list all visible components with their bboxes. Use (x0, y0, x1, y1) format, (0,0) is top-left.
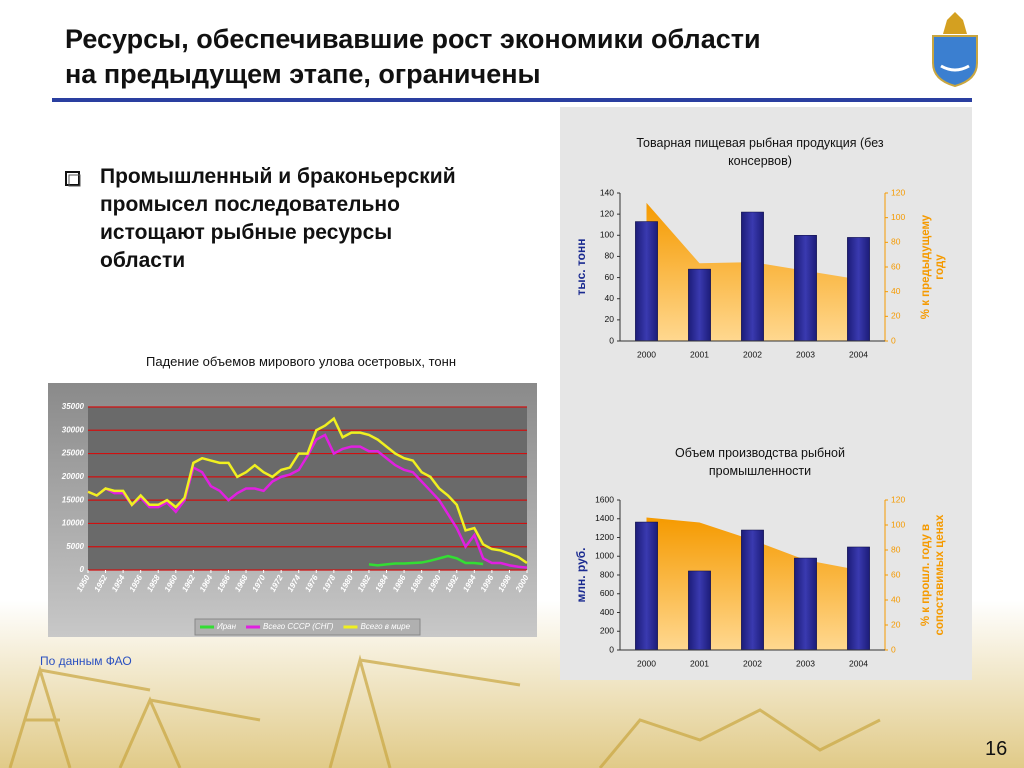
y2-tick-label: 20 (891, 311, 901, 321)
y-tick-label: 600 (600, 588, 614, 598)
y-tick-label: 100 (600, 230, 614, 240)
y-tick-label: 5000 (66, 542, 84, 551)
y-tick-label: 0 (609, 644, 614, 654)
y-tick-label: 0 (609, 335, 614, 345)
y-tick-label: 200 (600, 626, 614, 636)
bullet-icon (65, 171, 81, 187)
y2-tick-label: 60 (891, 569, 901, 579)
y-tick-label: 35000 (62, 402, 85, 411)
bar (688, 570, 711, 651)
source-note: По данным ФАО (40, 654, 132, 668)
x-tick-label: 2004 (849, 349, 868, 359)
y-tick-label: 1600 (595, 494, 614, 504)
x-tick-label: 2001 (690, 349, 709, 359)
y2-tick-label: 80 (891, 544, 901, 554)
y2-axis-title: году (934, 254, 946, 280)
y-tick-label: 800 (600, 569, 614, 579)
y2-tick-label: 60 (891, 261, 901, 271)
title: Ресурсы, обеспечивавшие рост экономики о… (65, 22, 761, 92)
bar (794, 557, 817, 651)
x-tick-label: 2003 (796, 349, 815, 359)
bar (635, 221, 658, 342)
y-tick-label: 40 (605, 293, 615, 303)
line-series (87, 433, 528, 569)
y-tick-label: 400 (600, 607, 614, 617)
y-axis-title: тыс. тонн (574, 238, 588, 295)
title-line: на предыдущем этапе, ограничены (65, 59, 541, 89)
y-tick-label: 80 (605, 251, 615, 261)
y2-tick-label: 0 (891, 644, 896, 654)
plot-area (88, 407, 527, 570)
title-line: Ресурсы, обеспечивавшие рост экономики о… (65, 24, 761, 54)
chart-title: Товарная пищевая рыбная продукция (без к… (636, 136, 884, 168)
x-tick-label: 2003 (796, 658, 815, 668)
bar (635, 521, 658, 651)
y2-tick-label: 100 (891, 212, 905, 222)
y-tick-label: 10000 (62, 519, 85, 528)
y2-tick-label: 40 (891, 286, 901, 296)
legend-label: Всего СССР (СНГ) (263, 622, 334, 631)
y2-axis-title: сопоставимых ценах (934, 514, 946, 636)
y2-tick-label: 20 (891, 619, 901, 629)
y2-tick-label: 40 (891, 594, 901, 604)
y2-tick-label: 80 (891, 237, 901, 247)
y-axis-title: млн. руб. (574, 547, 588, 602)
y-tick-label: 1000 (595, 551, 614, 561)
x-tick-label: 2000 (637, 658, 656, 668)
bar (741, 529, 764, 651)
bullet-line: области (100, 249, 186, 272)
y-tick-label: 1200 (595, 532, 614, 542)
y-tick-label: 25000 (61, 449, 85, 458)
x-tick-label: 2002 (743, 658, 762, 668)
y2-tick-label: 0 (891, 335, 896, 345)
bar (847, 546, 870, 651)
line-series (87, 416, 528, 565)
y-tick-label: 1400 (595, 513, 614, 523)
y-tick-label: 120 (600, 208, 614, 218)
x-tick-label: 2000 (637, 349, 656, 359)
y-tick-label: 60 (605, 272, 615, 282)
bar (794, 235, 817, 342)
x-tick-label: 2004 (849, 658, 868, 668)
bar (847, 237, 870, 342)
y-tick-label: 0 (80, 565, 85, 574)
legend-box (194, 618, 421, 636)
y2-axis-title: % к предыдущему (920, 214, 932, 319)
y-tick-label: 20000 (61, 472, 85, 481)
bullet-text: Промышленный и браконьерский промысел по… (100, 163, 456, 275)
page-number: 16 (985, 738, 1008, 760)
line-series (368, 554, 484, 567)
x-tick-label: 2001 (690, 658, 709, 668)
y2-tick-label: 120 (891, 187, 905, 197)
bar (741, 211, 764, 342)
y2-tick-label: 100 (891, 519, 905, 529)
bullet-line: истощают рыбные ресурсы (100, 221, 393, 244)
legend-label: Иран (217, 622, 237, 631)
line-chart-caption: Падение объемов мирового улова осетровых… (146, 354, 456, 369)
header-rule (52, 98, 972, 102)
y-tick-label: 15000 (62, 495, 85, 504)
combo-chart: 0 20 40 60 80 100 120 140 0 20 40 60 80 100 120 2000 200… (574, 187, 946, 359)
combo-chart: 0 200 400 600 800 1000 1200 1400 1600 0 20 40 60 80 10… (574, 494, 946, 668)
legend-label: Всего в мире (360, 622, 410, 631)
bullet-line: промысел последовательно (100, 193, 400, 216)
y-tick-label: 30000 (62, 425, 85, 434)
bar (688, 268, 711, 342)
y2-tick-label: 120 (891, 494, 905, 504)
coat-of-arms (932, 12, 978, 88)
y2-axis-title: % к прошл. году в (920, 524, 932, 626)
y-tick-label: 140 (600, 187, 614, 197)
chart-title: Объем производства рыбной промышленности (675, 446, 845, 478)
bullet-line: Промышленный и браконьерский (100, 165, 456, 188)
x-tick-label: 2002 (743, 349, 762, 359)
y-tick-label: 20 (605, 314, 615, 324)
